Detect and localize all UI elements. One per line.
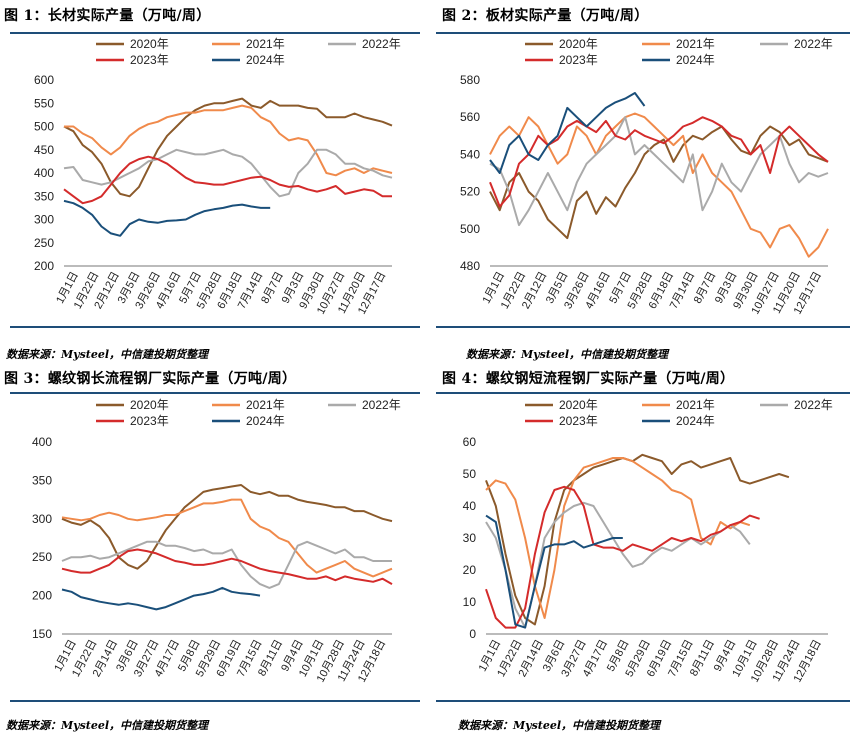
chart-title: 图 4：螺纹钢短流程钢厂实际产量（万吨/周） xyxy=(442,371,735,387)
series-line-2024 xyxy=(485,514,623,629)
legend-label: 2022年 xyxy=(362,398,401,412)
y-tick-label: 550 xyxy=(34,96,54,110)
bottom-rule xyxy=(436,326,850,328)
y-tick-label: 60 xyxy=(463,435,477,449)
title-rule xyxy=(10,392,420,394)
title-rule xyxy=(436,32,850,34)
legend-label: 2024年 xyxy=(676,53,715,67)
legend-label: 2020年 xyxy=(130,398,169,412)
series-line-2023 xyxy=(489,116,829,208)
series-line-2023 xyxy=(485,485,760,629)
y-tick-label: 40 xyxy=(463,499,477,513)
legend-label: 2022年 xyxy=(794,398,833,412)
series-line-2024 xyxy=(61,586,261,611)
y-tick-label: 540 xyxy=(460,147,480,161)
bottom-rule xyxy=(10,700,420,702)
series-line-2023 xyxy=(63,155,392,205)
line-chart: 01020304050601月1日1月22日2月14日3月6日3月27日4月17… xyxy=(463,398,833,684)
legend-label: 2024年 xyxy=(246,414,285,428)
legend-label: 2023年 xyxy=(559,414,598,428)
legend-label: 2024年 xyxy=(246,53,285,67)
y-tick-label: 250 xyxy=(34,236,54,250)
series-line-2023 xyxy=(61,548,393,585)
y-tick-label: 350 xyxy=(32,473,52,487)
legend-label: 2023年 xyxy=(130,53,169,67)
bottom-rule xyxy=(436,700,850,702)
y-tick-label: 400 xyxy=(32,435,52,449)
legend-label: 2021年 xyxy=(246,398,285,412)
y-tick-label: 300 xyxy=(32,512,52,526)
y-tick-label: 0 xyxy=(469,627,476,641)
legend-label: 2020年 xyxy=(130,37,169,51)
y-tick-label: 500 xyxy=(460,222,480,236)
y-tick-label: 600 xyxy=(34,73,54,87)
legend-label: 2022年 xyxy=(794,37,833,51)
legend-label: 2023年 xyxy=(559,53,598,67)
y-tick-label: 480 xyxy=(460,259,480,273)
data-source: 数据来源：Mysteel，中信建投期货整理 xyxy=(458,719,661,732)
y-tick-label: 200 xyxy=(32,589,52,603)
data-source: 数据来源：Mysteel，中信建投期货整理 xyxy=(6,348,209,361)
series-line-2024 xyxy=(63,199,271,237)
series-line-2021 xyxy=(489,112,829,258)
series-line-2024 xyxy=(489,92,646,174)
y-tick-label: 560 xyxy=(460,110,480,124)
legend-label: 2020年 xyxy=(559,37,598,51)
data-source: 数据来源：Mysteel，中信建投期货整理 xyxy=(6,719,209,732)
y-tick-label: 580 xyxy=(460,73,480,87)
title-rule xyxy=(10,32,420,34)
series-line-2020 xyxy=(485,453,790,626)
line-chart: 1502002503003504001月1日1月22日2月14日3月6日3月27… xyxy=(32,398,401,684)
y-tick-label: 400 xyxy=(34,166,54,180)
chart-panel-2: 图 2：板材实际产量（万吨/周） 480 500 520 540 560 580 1月1日 1… xyxy=(430,0,856,366)
y-tick-label: 450 xyxy=(34,143,54,157)
chart-title: 图 2：板材实际产量（万吨/周） xyxy=(442,8,649,24)
series-line-2021 xyxy=(64,104,393,177)
y-tick-label: 350 xyxy=(34,189,54,203)
y-tick-label: 10 xyxy=(463,595,477,609)
chart-panel-3: 图 3：螺纹钢长流程钢厂实际产量（万吨/周） 150 200 250 300 350 40… xyxy=(0,366,430,735)
legend-label: 2021年 xyxy=(246,37,285,51)
legend-label: 2024年 xyxy=(676,414,715,428)
y-tick-label: 250 xyxy=(32,550,52,564)
chart-panel-1: 图 1：长材实际产量（万吨/周） 200 250 300 350 400 450 500 55… xyxy=(0,0,430,366)
series-line-2022 xyxy=(489,116,829,227)
series-line-2022 xyxy=(61,540,392,589)
legend-label: 2020年 xyxy=(559,398,598,412)
line-chart: 4805005205405605801月1日1月22日2月12日3月5日3月26… xyxy=(460,37,833,316)
data-source: 数据来源：Mysteel，中信建投期货整理 xyxy=(466,348,669,361)
y-tick-label: 50 xyxy=(463,467,477,481)
y-tick-label: 30 xyxy=(463,531,477,545)
title-rule xyxy=(436,392,850,394)
y-tick-label: 200 xyxy=(34,259,54,273)
line-chart: 2002503003504004505005506001月1日1月22日2月12… xyxy=(34,37,401,316)
series-line-2022 xyxy=(63,148,393,198)
legend-label: 2021年 xyxy=(676,398,715,412)
y-tick-label: 20 xyxy=(463,563,477,577)
y-tick-label: 500 xyxy=(34,120,54,134)
series-line-2021 xyxy=(61,498,393,578)
bottom-rule xyxy=(10,326,420,328)
legend-label: 2021年 xyxy=(676,37,715,51)
chart-title: 图 3：螺纹钢长流程钢厂实际产量（万吨/周） xyxy=(4,371,297,387)
legend-label: 2022年 xyxy=(362,37,401,51)
y-tick-label: 520 xyxy=(460,185,480,199)
chart-title: 图 1：长材实际产量（万吨/周） xyxy=(4,8,211,24)
chart-panel-4: 图 4：螺纹钢短流程钢厂实际产量（万吨/周） 0 10 20 30 40 50 60 1月1日… xyxy=(430,366,856,735)
legend-label: 2023年 xyxy=(130,414,169,428)
y-tick-label: 150 xyxy=(32,627,52,641)
series-line-2020 xyxy=(63,97,393,198)
y-tick-label: 300 xyxy=(34,213,54,227)
